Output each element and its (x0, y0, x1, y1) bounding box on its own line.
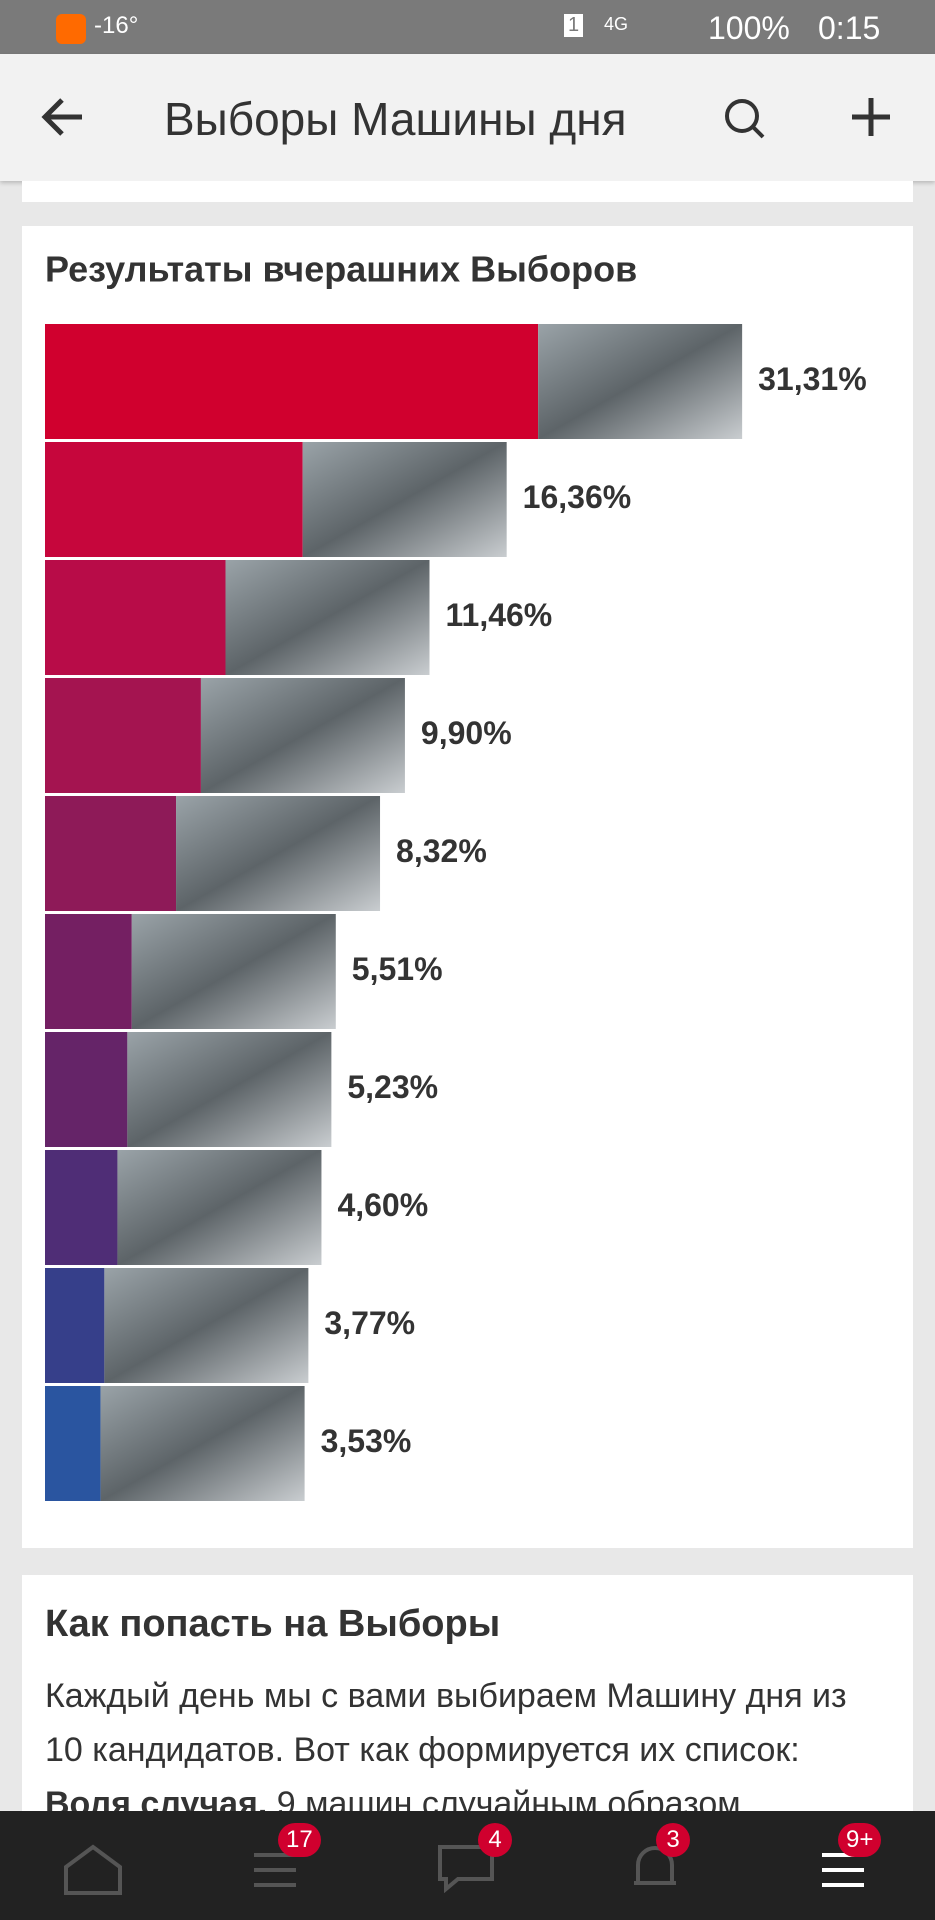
bar (45, 678, 201, 793)
value-label: 16,36% (523, 479, 632, 515)
sim: 1 (564, 14, 584, 37)
car-photo (131, 914, 336, 1029)
car-photo (302, 442, 507, 557)
bar (45, 1386, 101, 1501)
value-label: 3,77% (324, 1305, 415, 1341)
info-title: Как попасть на Выборы (45, 1603, 501, 1645)
temperature: -16° (94, 12, 139, 39)
car-photo (225, 560, 430, 675)
page-title: Выборы Машины дня (164, 93, 627, 145)
chart: Результаты вчерашних Выборов 31,31% 16,36… (45, 249, 867, 1501)
add-button[interactable] (850, 96, 892, 138)
badge: 17 (278, 1823, 321, 1857)
value-label: 3,53% (321, 1423, 412, 1459)
chart-title: Результаты вчерашних Выборов (45, 249, 637, 290)
paragraph: Каждый день мы с вами выбираем Машину дн… (45, 1677, 847, 1769)
badge: 3 (656, 1823, 690, 1857)
car-photo (538, 324, 743, 439)
previous-card (22, 181, 913, 202)
car-photo (200, 678, 405, 793)
car-photo (104, 1268, 309, 1383)
value-label: 4,60% (337, 1187, 428, 1223)
value-label: 9,90% (421, 715, 512, 751)
time: 0:15 (818, 10, 881, 46)
back-button[interactable] (40, 94, 86, 140)
network: 4G (604, 14, 629, 34)
bar (45, 442, 303, 557)
battery: 100% (708, 10, 790, 46)
value-label: 31,31% (758, 361, 867, 397)
bar (45, 1032, 128, 1147)
value-label: 8,32% (396, 833, 487, 869)
bar (45, 796, 177, 911)
car-photo (117, 1150, 322, 1265)
bar (45, 914, 132, 1029)
car-photo (176, 796, 381, 911)
home-tab[interactable] (60, 1841, 126, 1897)
car-photo (127, 1032, 332, 1147)
bar (45, 1268, 105, 1383)
badge: 9+ (838, 1823, 882, 1857)
car-photo (100, 1386, 305, 1501)
notifications-tab[interactable] (630, 1843, 680, 1895)
value-label: 5,23% (347, 1069, 438, 1105)
status-bar: -16° 4G 1 100% 0:15 (0, 0, 935, 54)
search-button[interactable] (722, 96, 768, 142)
app-bar: Выборы Машины дня (0, 54, 935, 181)
bar (45, 560, 226, 675)
bar (45, 324, 539, 439)
value-label: 11,46% (445, 597, 552, 633)
badge: 4 (478, 1823, 512, 1857)
app-icon (56, 14, 86, 44)
bar (45, 1150, 118, 1265)
value-label: 5,51% (352, 951, 443, 987)
results-card: Результаты вчерашних Выборов 31,31% 16,36… (22, 226, 913, 1548)
bottom-nav: 17 4 3 9+ (0, 1811, 935, 1920)
info-text: Каждый день мы с вами выбираем Машину дн… (45, 1669, 875, 1831)
